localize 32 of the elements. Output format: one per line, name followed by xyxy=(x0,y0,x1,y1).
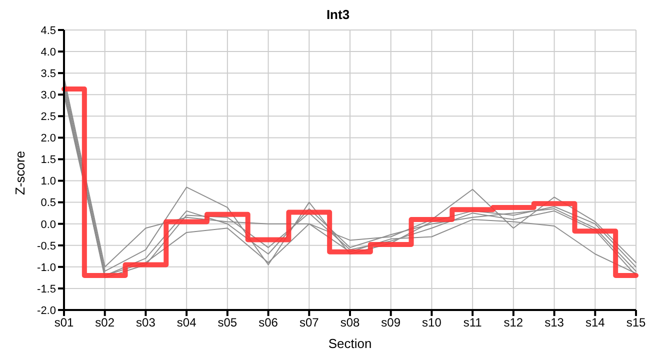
y-tick-label: 4.5 xyxy=(40,24,56,37)
y-tick-label: 3.0 xyxy=(40,90,56,102)
y-tick-label: -1.0 xyxy=(37,262,56,274)
x-tick-label: s05 xyxy=(218,316,238,330)
x-tick-label: s10 xyxy=(422,316,442,330)
x-tick-label: s15 xyxy=(626,316,646,330)
y-tick-label: 2.5 xyxy=(40,111,56,124)
x-tick-label: s12 xyxy=(504,316,524,330)
x-tick-label: s13 xyxy=(544,316,564,330)
y-tick-label: -0.5 xyxy=(37,240,56,252)
y-tick-label: 0.5 xyxy=(40,197,56,210)
chart-title: Int3 xyxy=(325,7,351,22)
y-tick-label: 3.5 xyxy=(40,68,56,80)
x-tick-label: s06 xyxy=(258,316,278,330)
x-tick-label: s01 xyxy=(54,316,74,330)
x-tick-label: s11 xyxy=(463,316,482,330)
y-tick-label: 2.0 xyxy=(40,132,56,145)
y-tick-label: -1.5 xyxy=(37,283,56,296)
y-tick-label: 0.0 xyxy=(40,218,56,231)
x-tick-label: s14 xyxy=(585,316,606,330)
x-tick-label: s03 xyxy=(136,316,156,330)
y-axis-title: Z-score xyxy=(12,150,28,195)
y-tick-label: 1.0 xyxy=(40,176,56,188)
x-tick-label: s07 xyxy=(299,316,320,330)
x-tick-label: s02 xyxy=(95,316,115,330)
x-tick-label: s08 xyxy=(340,316,360,330)
y-tick-label: 1.5 xyxy=(40,154,56,166)
y-tick-label: -2.0 xyxy=(37,304,56,317)
y-tick-label: 4.0 xyxy=(40,46,56,58)
x-axis-title: Section xyxy=(328,336,372,351)
x-tick-label: s09 xyxy=(381,316,401,330)
x-tick-label: s04 xyxy=(176,316,197,330)
